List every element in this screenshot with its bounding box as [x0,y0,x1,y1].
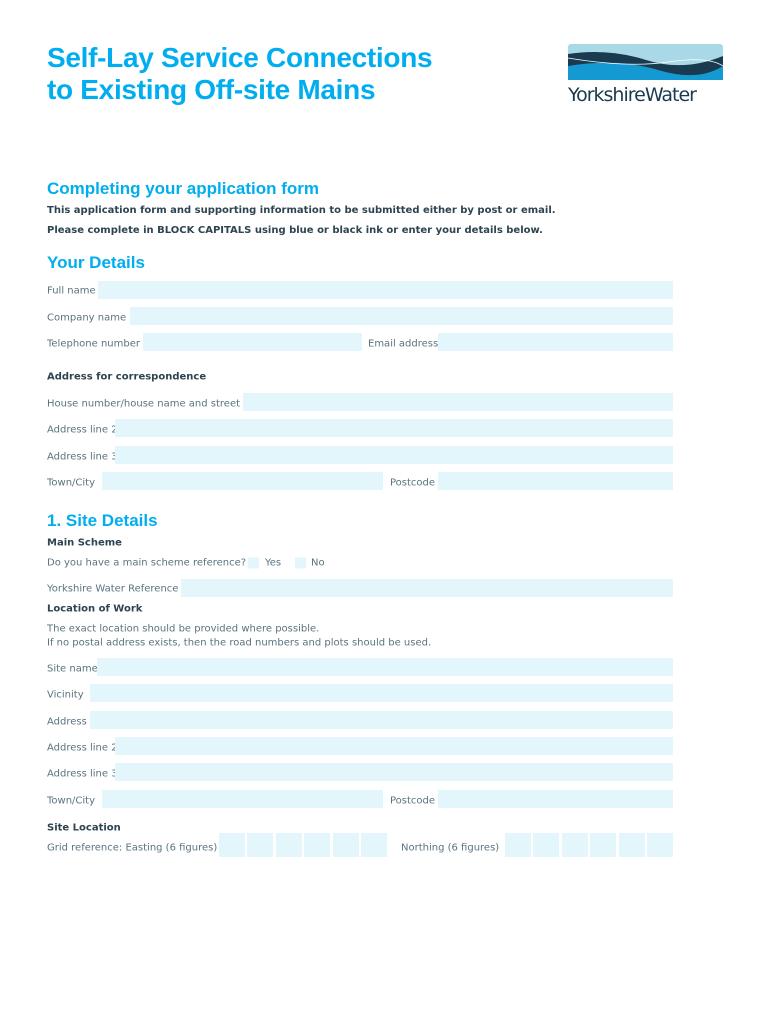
main-scheme-question: Do you have a main scheme reference? [47,557,247,569]
telephone-input[interactable] [143,333,362,351]
site-postcode-label: Postcode [390,795,436,807]
logo-text: YorkshireWater [568,84,697,106]
site-town-input[interactable] [102,790,383,808]
yw-ref-input[interactable] [181,579,673,597]
town-label: Town/City [47,477,96,489]
no-label: No [311,557,325,569]
page-title-line2: to Existing Off-site Mains [47,74,376,105]
email-input[interactable] [438,333,673,351]
yorkshire-water-logo: YorkshireWater [567,44,724,106]
easting-digit-box[interactable] [247,833,274,857]
easting-digit-box[interactable] [361,833,387,857]
vicinity-input[interactable] [90,684,673,702]
location-heading: Location of Work [47,603,143,615]
intro-line1: This application form and supporting inf… [47,205,556,216]
site-location-heading: Site Location [47,822,121,834]
logo-wave-icon [567,44,724,80]
northing-digit-box[interactable] [533,833,560,857]
yes-checkbox[interactable] [248,557,259,569]
full-name-label: Full name [47,285,96,297]
page-title-line1: Self-Lay Service Connections [47,42,433,73]
site-address2-input[interactable] [115,737,673,755]
full-name-input[interactable] [98,281,673,299]
town-input[interactable] [102,472,383,490]
company-name-input[interactable] [130,307,673,325]
easting-digit-box[interactable] [275,833,302,857]
address-heading: Address for correspondence [47,371,207,383]
site-details-heading: 1. Site Details [47,511,158,530]
site-address3-input[interactable] [115,763,673,781]
postcode-label: Postcode [390,477,436,489]
address2-input[interactable] [115,419,673,437]
site-address-label: Address [47,716,87,728]
vicinity-label: Vicinity [47,689,84,701]
email-label: Email address [368,338,439,350]
site-name-label: Site name [47,663,98,675]
main-scheme-heading: Main Scheme [47,537,122,549]
site-address2-label: Address line 2 [47,742,118,754]
your-details-heading: Your Details [47,253,145,272]
northing-digit-box[interactable] [590,833,617,857]
site-town-label: Town/City [47,795,96,807]
easting-digit-box[interactable] [304,833,331,857]
house-label: House number/house name and street [47,398,241,410]
easting-digit-box[interactable] [332,833,359,857]
site-address-input[interactable] [90,711,673,729]
northing-digit-box[interactable] [618,833,645,857]
yw-ref-label: Yorkshire Water Reference [47,583,179,595]
northing-label: Northing (6 figures) [401,842,500,854]
address3-label: Address line 3 [47,451,118,463]
location-note2: If no postal address exists, then the ro… [47,637,432,649]
telephone-label: Telephone number [47,338,140,350]
northing-digit-box[interactable] [647,833,673,857]
site-address3-label: Address line 3 [47,768,118,780]
easting-digit-box[interactable] [219,833,245,857]
intro-line2: Please complete in BLOCK CAPITALS using … [47,225,543,236]
site-postcode-input[interactable] [438,790,673,808]
site-name-input[interactable] [97,658,673,676]
location-note1: The exact location should be provided wh… [47,623,320,635]
company-name-label: Company name [47,312,127,324]
northing-digit-box[interactable] [505,833,531,857]
address3-input[interactable] [115,446,673,464]
easting-label: Grid reference: Easting (6 figures) [47,842,218,854]
northing-digit-box[interactable] [561,833,588,857]
postcode-input[interactable] [438,472,673,490]
address2-label: Address line 2 [47,424,118,436]
no-checkbox[interactable] [295,557,306,569]
house-input[interactable] [243,393,673,411]
yes-label: Yes [265,557,282,569]
intro-heading: Completing your application form [47,179,320,198]
